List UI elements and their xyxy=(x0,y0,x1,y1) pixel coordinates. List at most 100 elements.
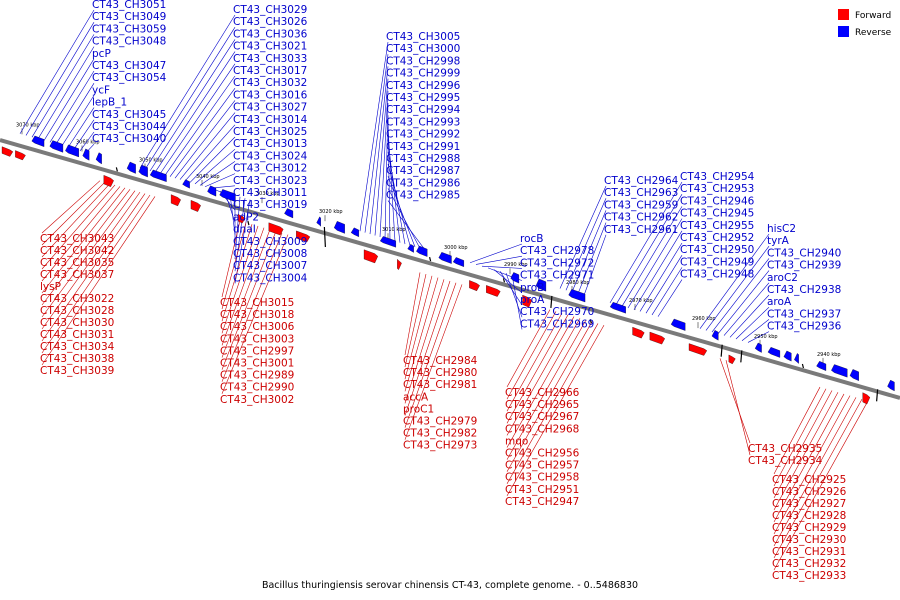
reverse-gene-arrow xyxy=(670,318,686,331)
reverse-gene-arrow xyxy=(831,364,848,378)
leader-line xyxy=(374,78,389,236)
genome-caption: Bacillus thuringiensis serovar chinensis… xyxy=(262,580,638,591)
gene-label: CT43_CH2934 xyxy=(748,455,823,467)
leader-line xyxy=(404,274,427,368)
legend-reverse-swatch xyxy=(838,26,849,37)
gene-label: CT43_CH3044 xyxy=(92,121,167,133)
leader-line xyxy=(469,243,523,264)
legend-reverse-label: Reverse xyxy=(855,28,892,38)
leader-line xyxy=(184,124,236,182)
leader-line xyxy=(41,187,126,294)
leader-line xyxy=(49,70,95,143)
gene-label: dnaI xyxy=(233,224,256,236)
gene-label: CT43_CH2990 xyxy=(220,382,294,394)
gene-label: CT43_CH2929 xyxy=(772,522,846,534)
gene-marker xyxy=(740,350,743,363)
gene-label: CT43_CH2947 xyxy=(505,496,579,508)
forward-gene-arrow xyxy=(237,214,246,224)
leader-line xyxy=(221,232,283,382)
reverse-gene-arrow xyxy=(452,257,464,267)
leader-line xyxy=(41,181,106,246)
gene-label: CT43_CH3008 xyxy=(233,248,307,260)
gene-label: CT43_CH2935 xyxy=(748,443,822,455)
leader-line xyxy=(234,199,251,284)
gene-marker xyxy=(323,226,326,248)
leader-line xyxy=(369,66,389,235)
leader-line xyxy=(404,282,457,428)
gene-label: CT43_CH2961 xyxy=(604,224,678,236)
gene-label: CT43_CH2981 xyxy=(403,379,477,391)
gene-label: CT43_CH3032 xyxy=(233,77,307,89)
gene-label: CT43_CH2932 xyxy=(772,558,846,570)
reverse-gene-arrow xyxy=(609,302,626,314)
gene-marker xyxy=(429,257,432,262)
gene-label: CT43_CH2971 xyxy=(520,270,594,282)
reverse-gene-arrow xyxy=(711,330,719,341)
reverse-gene-arrow xyxy=(95,152,102,165)
forward-gene-arrow xyxy=(397,258,402,270)
leader-line xyxy=(199,161,236,186)
gene-marker xyxy=(115,167,118,172)
leader-line xyxy=(221,225,259,334)
tick-label: 3030 kbp xyxy=(256,191,280,197)
tick-label: 2970 kbp xyxy=(629,298,653,304)
gene-label: CT43_CH3035 xyxy=(40,257,114,269)
leader-line xyxy=(717,270,770,335)
leader-line xyxy=(773,395,851,535)
gene-label: CT43_CH2937 xyxy=(767,308,841,320)
forward-gene-arrow xyxy=(268,222,284,236)
tick-label: 2940 kbp xyxy=(817,352,841,358)
label-leader-lines xyxy=(19,9,869,571)
gene-label: CT43_CH3022 xyxy=(40,293,114,305)
gene-label: CT43_CH2966 xyxy=(505,387,580,399)
leader-line xyxy=(506,318,581,448)
gene-label: CT43_CH2979 xyxy=(403,416,477,428)
gene-label: CT43_CH2992 xyxy=(386,129,460,141)
gene-label: CT43_CH2959 xyxy=(604,199,678,211)
leader-line xyxy=(506,321,593,472)
gene-label: CT43_CH3040 xyxy=(92,133,166,145)
leader-line xyxy=(41,183,111,258)
gene-label: CT43_CH2962 xyxy=(604,212,678,224)
legend: Forward Reverse xyxy=(838,9,892,38)
tick-label: 2980 kbp xyxy=(566,280,590,286)
leader-line xyxy=(149,39,236,172)
leader-line xyxy=(404,277,439,392)
leader-line xyxy=(511,274,523,330)
gene-label: CT43_CH3001 xyxy=(220,358,294,370)
gene-label: CT43_CH2951 xyxy=(505,484,579,496)
leader-line xyxy=(609,181,683,304)
leader-line xyxy=(221,224,253,322)
reverse-gene-arrow xyxy=(568,289,586,303)
gene-label: CT43_CH2987 xyxy=(386,165,460,177)
gene-label: lysP xyxy=(40,281,61,293)
leader-line xyxy=(773,388,827,487)
leader-line xyxy=(747,331,770,343)
leader-line xyxy=(41,190,136,318)
reverse-gene-arrow xyxy=(438,252,452,264)
leader-line xyxy=(571,210,607,293)
tick-label: 3070 kbp xyxy=(16,122,40,128)
forward-gene-arrow xyxy=(190,200,201,212)
gene-label: CT43_CH3013 xyxy=(233,138,307,150)
reverse-gene-arrow xyxy=(379,236,396,248)
gene-label: aroA xyxy=(767,296,792,308)
leader-line xyxy=(627,218,683,309)
leader-line xyxy=(773,392,839,511)
gene-label: CT43_CH3027 xyxy=(233,102,307,114)
tick-label: 3040 kbp xyxy=(196,174,220,180)
gene-marker xyxy=(876,389,879,402)
reverse-gene-arrow xyxy=(416,245,428,257)
leader-line xyxy=(481,265,523,269)
gene-label: CT43_CH3024 xyxy=(233,150,308,162)
reverse-gene-arrow xyxy=(407,244,414,253)
leader-line xyxy=(645,255,683,314)
gene-label: CT43_CH2965 xyxy=(505,399,579,411)
gene-label: proA xyxy=(520,294,545,306)
reverse-gene-arrow xyxy=(767,347,781,358)
gene-arrows xyxy=(1,135,895,405)
gene-label: CT43_CH3005 xyxy=(386,31,460,43)
gene-label: CT43_CH2996 xyxy=(386,80,461,92)
gene-label: CT43_CH2930 xyxy=(772,534,846,546)
